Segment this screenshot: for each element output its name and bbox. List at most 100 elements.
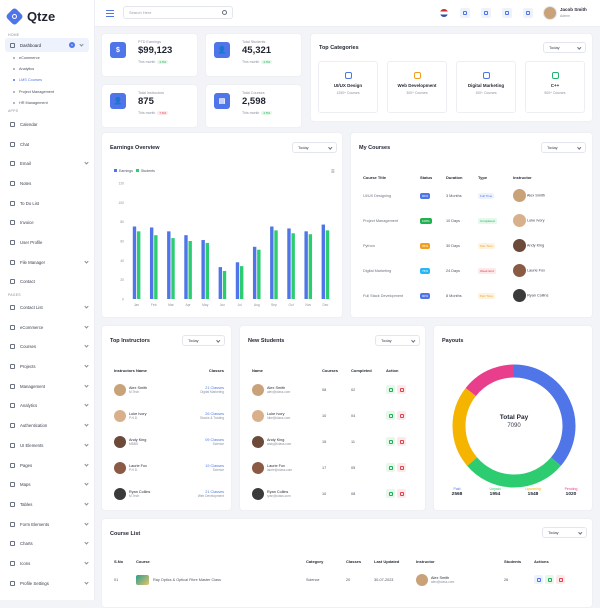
table-row[interactable]: Luke Ivory luke@class.com 10 04 [252,403,420,429]
edit-icon[interactable] [545,575,554,584]
sidebar-subitem[interactable]: Project Management [0,86,94,97]
filter-dropdown[interactable]: Today [375,335,420,346]
sidebar-item-form-elements[interactable]: Form Elements [0,514,94,534]
sidebar-item-user-profile[interactable]: User Profile [0,233,94,253]
bar-students-apr[interactable] [188,241,192,299]
apps-grid-icon[interactable] [481,8,491,18]
menu-toggle-icon[interactable] [106,10,114,19]
chart-menu-icon[interactable]: ≡ [331,169,335,175]
bar-students-mar[interactable] [171,238,175,299]
table-row[interactable]: Project Management 100% 10 Days Complete… [363,208,588,233]
filter-dropdown[interactable]: Today [542,527,587,538]
bar-earnings-dec[interactable] [321,224,326,299]
table-row[interactable]: Laurie Fox laurie@class.com 17 05 [252,455,420,481]
bar-students-aug[interactable] [257,249,261,299]
sidebar-item-maps[interactable]: Maps [0,475,94,495]
bar-students-jul[interactable] [239,266,244,299]
delete-icon[interactable] [397,489,406,498]
delete-icon[interactable] [397,411,406,420]
table-row[interactable]: Alex Smith M.Tech 21 Classes Digital Marke… [114,377,224,403]
edit-icon[interactable] [386,411,395,420]
edit-icon[interactable] [386,437,395,446]
search-input[interactable]: Search Here [123,6,233,19]
sidebar-item-ui-elements[interactable]: UI Elements [0,435,94,455]
sidebar-item-courses[interactable]: Courses [0,337,94,357]
sidebar-item-to-do-list[interactable]: To Do List [0,193,94,213]
table-row[interactable]: Digital Marketing 75% 24 Days Week End L… [363,258,588,283]
search-icon[interactable] [222,10,227,15]
filter-dropdown[interactable]: Today [182,335,225,346]
bar-earnings-oct[interactable] [287,228,291,299]
delete-icon[interactable] [397,463,406,472]
donut-slice-paid[interactable] [513,364,576,466]
bar-students-jan[interactable] [136,231,141,299]
bar-students-dec[interactable] [325,230,330,299]
bar-earnings-jun[interactable] [218,267,223,299]
bar-earnings-may[interactable] [201,240,205,299]
brand-logo[interactable]: Qtze [0,0,94,32]
table-row[interactable]: Andy King andy@class.com 15 11 [252,429,420,455]
sidebar-subitem[interactable]: LMS Courses [0,75,94,86]
category-tile[interactable]: Digital Marketing 100+ Courses [456,61,516,113]
fullscreen-icon[interactable] [460,8,470,18]
sidebar-item-profile-settings[interactable]: Profile Settings [0,573,94,593]
sidebar-item-contact-list[interactable]: Contact List [0,298,94,318]
sidebar-item-management[interactable]: Management [0,376,94,396]
sidebar-subitem[interactable]: Analytics [0,63,94,74]
bar-students-feb[interactable] [154,235,158,299]
sidebar-item-notes[interactable]: Notes [0,174,94,194]
sidebar-subitem[interactable]: HR Management [0,97,94,108]
table-row[interactable]: Full Stack Development 90% 8 Months Part… [363,283,588,308]
bar-students-jun[interactable] [222,270,227,299]
bar-earnings-aug[interactable] [252,246,257,299]
table-row[interactable]: Ryan Collins M.Tech 21 Classes Web Develop… [114,481,224,507]
bell-icon[interactable] [523,8,533,18]
category-tile[interactable]: Web Development 300+ Courses [387,61,447,113]
language-flag-icon[interactable] [439,8,449,18]
sidebar-item-email[interactable]: Email [0,154,94,174]
sidebar-item-projects[interactable]: Projects [0,357,94,377]
edit-icon[interactable] [386,463,395,472]
user-name[interactable]: Jacob Smith [560,7,587,12]
delete-icon[interactable] [397,385,406,394]
filter-dropdown[interactable]: Today [292,142,337,153]
filter-dropdown[interactable]: Today [541,142,586,153]
table-row[interactable]: Alex Smith alex@class.com 08 02 [252,377,420,403]
bar-students-sep[interactable] [274,230,278,299]
sidebar-item-invoice[interactable]: Invoice [0,213,94,233]
bar-students-oct[interactable] [291,233,295,299]
bar-earnings-mar[interactable] [167,231,171,299]
category-tile[interactable]: C++ 500+ Courses [525,61,585,113]
mail-icon[interactable] [502,8,512,18]
bar-earnings-jan[interactable] [132,226,137,300]
table-row[interactable]: Python 35% 30 Days Part Time Andy King [363,233,588,258]
sidebar-item-chat[interactable]: Chat [0,134,94,154]
table-row[interactable]: 01 Ray Optics & Optical Fibre Master Cla… [114,567,584,593]
sidebar-item-dashboard[interactable]: Dashboard 6 [5,38,89,52]
filter-dropdown[interactable]: Today [543,42,586,53]
bar-earnings-jul[interactable] [235,262,240,299]
category-tile[interactable]: UI/UX Design 1250+ Courses [318,61,378,113]
sidebar-item-icons[interactable]: Icons [0,554,94,574]
edit-icon[interactable] [386,489,395,498]
view-icon[interactable] [534,575,543,584]
sidebar-item-calendar[interactable]: Calendar [0,114,94,134]
table-row[interactable]: Laurie Fox P.H.D. 19 Classes Science [114,455,224,481]
sidebar-item-file-manager[interactable]: File Manager [0,252,94,272]
bar-earnings-nov[interactable] [304,231,308,299]
donut-slice-pending[interactable] [465,364,515,397]
sidebar-item-ecommerce[interactable]: eCommerce [0,317,94,337]
sidebar-item-tables[interactable]: Tables [0,495,94,515]
bar-students-nov[interactable] [308,234,313,299]
table-row[interactable]: Andy King MBBS 09 Classes Science [114,429,224,455]
donut-slice-unpaid[interactable] [467,457,561,488]
bar-students-may[interactable] [205,242,210,299]
sidebar-subitem[interactable]: eCommerce [0,52,94,63]
avatar[interactable] [543,6,557,20]
sidebar-item-contact[interactable]: Contact [0,272,94,292]
bar-earnings-feb[interactable] [149,227,154,299]
sidebar-item-charts[interactable]: Charts [0,534,94,554]
edit-icon[interactable] [386,385,395,394]
sidebar-item-pages[interactable]: Pages [0,455,94,475]
table-row[interactable]: Luke Ivory P.H.D. 26 Classes Stocks & Trad… [114,403,224,429]
